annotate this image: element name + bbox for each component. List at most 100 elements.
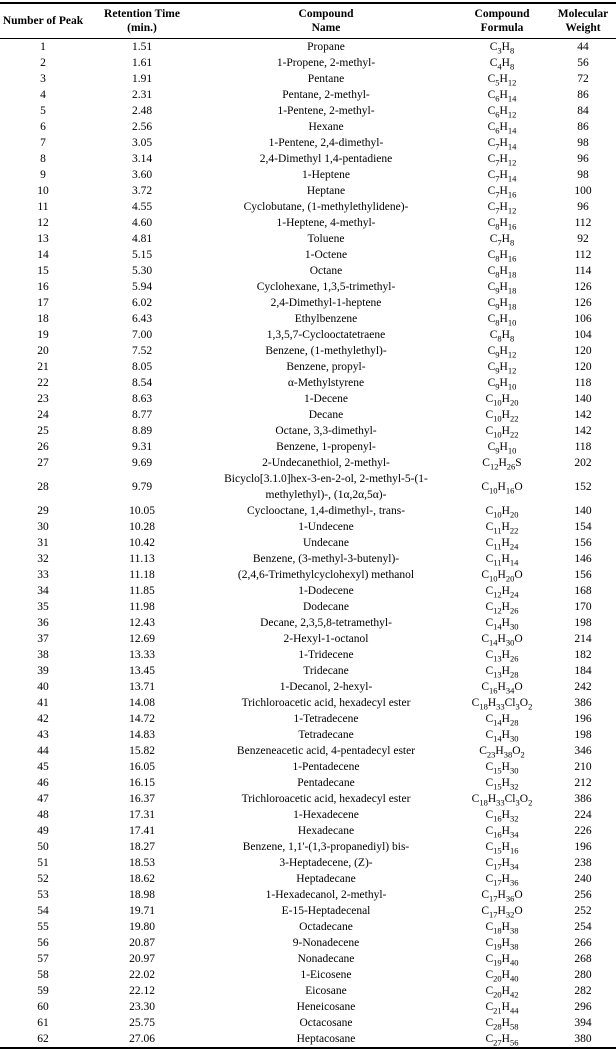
cell-compound-name: 1-Tetradecene [293,713,359,725]
cell-peak-number: 26 [37,441,49,453]
cell-compound-name: 1-Undecene [298,521,354,533]
cell-compound-formula: C17H36O [481,889,523,904]
cell-compound-name: Heneicosane [296,1001,356,1013]
cell-retention-time: 27.06 [129,1033,155,1045]
cell-compound-name: Toluene [307,233,345,245]
cell-peak-number: 24 [37,409,49,421]
cell-peak-number: 12 [37,217,49,229]
header-row: Number of Peak Retention Time (min.) Com… [0,3,616,39]
cell-retention-time: 5.94 [131,281,153,293]
cell-compound-name: Octane [309,265,343,277]
header-line: Weight [565,22,601,34]
cell-peak-number: 7 [40,137,46,149]
cell-compound-formula: C8H16 [487,249,517,264]
cell-retention-time: 12.43 [129,617,155,629]
cell-compound-formula: C10H22 [485,425,519,440]
cell-molecular-weight: 196 [574,713,592,725]
cell-compound-name: Cyclohexane, 1,3,5-trimethyl- [256,281,396,293]
table-row: 55 19.80 Octadecane C18H38 254 [0,919,616,935]
table-row: 15 5.30 Octane C8H18 114 [0,263,616,279]
cell-retention-time: 5.15 [131,249,153,261]
cell-compound-formula: C8H18 [487,265,517,280]
cell-compound-name: 1-Heptene [302,169,350,181]
cell-compound-formula: C12H26 [485,601,519,616]
cell-retention-time: 18.62 [129,873,155,885]
table-row: 14 5.15 1-Octene C8H16 112 [0,247,616,263]
cell-compound-name: 1-Decene [303,393,349,405]
cell-peak-number: 9 [40,169,46,181]
cell-retention-time: 8.89 [131,425,153,437]
cell-compound-formula: C8H10 [487,313,517,328]
cell-compound-name: Dodecane [303,601,349,613]
cell-compound-name: Heptadecane [296,873,356,885]
cell-peak-number: 14 [37,249,49,261]
cell-retention-time: 12.69 [129,633,155,645]
cell-peak-number: 16 [37,281,49,293]
cell-compound-formula: C4H8 [489,57,515,72]
cell-compound-formula: C28H58 [485,1017,519,1032]
table-row: 21 8.05 Benzene, propyl- C9H12 120 [0,359,616,375]
cell-compound-name: 2,4-Dimethyl-1-heptene [270,297,382,309]
cell-peak-number: 47 [37,793,49,805]
cell-compound-formula: C10H20 [485,505,519,520]
cell-peak-number: 48 [37,809,49,821]
cell-retention-time: 22.12 [129,985,155,997]
cell-peak-number: 44 [37,745,49,757]
cell-compound-formula: C9H10 [487,377,517,392]
cell-peak-number: 56 [37,937,49,949]
cell-peak-number: 35 [37,601,49,613]
cell-peak-number: 52 [37,873,49,885]
header-compound-formula: Compound Formula [454,3,550,39]
cell-retention-time: 3.72 [131,185,153,197]
cell-retention-time: 3.14 [131,153,153,165]
cell-molecular-weight: 254 [574,921,592,933]
table-row: 58 22.02 1-Eicosene C20H40 280 [0,967,616,983]
table-header: Number of Peak Retention Time (min.) Com… [0,3,616,39]
cell-retention-time: 16.37 [129,793,155,805]
cell-retention-time: 1.91 [131,73,153,85]
cell-peak-number: 30 [37,521,49,533]
cell-compound-name: 1-Hexadecene [293,809,359,821]
cell-molecular-weight: 96 [577,153,589,165]
cell-compound-name: 3-Heptadecene, (Z)- [279,857,373,869]
table-row: 28 9.79 Bicyclo[3.1.0]hex-3-en-2-ol, 2-met… [0,471,616,503]
cell-compound-name: Ethylbenzene [294,313,358,325]
cell-compound-formula: C6H14 [487,121,517,136]
cell-peak-number: 38 [37,649,49,661]
cell-compound-name: Octacosane [299,1017,353,1029]
table-row: 43 14.83 Tetradecane C14H30 198 [0,727,616,743]
cell-retention-time: 9.31 [131,441,153,453]
table-row: 61 25.75 Octacosane C28H58 394 [0,1015,616,1031]
table-row: 10 3.72 Heptane C7H16 100 [0,183,616,199]
cell-compound-formula: C18H33Cl3O2 [471,793,533,808]
cell-retention-time: 19.71 [129,905,155,917]
table-row: 3 1.91 Pentane C5H12 72 [0,71,616,87]
cell-compound-formula: C20H42 [485,985,519,1000]
cell-compound-name: Nonadecane [297,953,355,965]
table-row: 34 11.85 1-Dodecene C12H24 168 [0,583,616,599]
cell-compound-formula: C13H26 [485,649,519,664]
cell-molecular-weight: 156 [574,537,592,549]
cell-retention-time: 2.48 [131,105,153,117]
cell-molecular-weight: 224 [574,809,592,821]
cell-peak-number: 36 [37,617,49,629]
cell-retention-time: 9.79 [131,481,153,493]
cell-compound-formula: C3H8 [489,41,515,56]
cell-compound-formula: C14H30 [485,729,519,744]
cell-molecular-weight: 212 [574,777,592,789]
table-row: 56 20.87 9-Nonadecene C19H38 266 [0,935,616,951]
cell-compound-name: Eicosane [305,985,347,997]
header-line: Name [311,22,341,34]
cell-compound-formula: C9H12 [487,345,517,360]
cell-molecular-weight: 98 [577,137,589,149]
table-row: 51 18.53 3-Heptadecene, (Z)- C17H34 238 [0,855,616,871]
cell-retention-time: 2.31 [131,89,153,101]
cell-peak-number: 62 [37,1033,49,1045]
cell-molecular-weight: 92 [577,233,589,245]
cell-retention-time: 14.08 [129,697,155,709]
table-row: 49 17.41 Hexadecane C16H34 226 [0,823,616,839]
cell-molecular-weight: 140 [574,505,592,517]
cell-compound-formula: C10H22 [485,409,519,424]
cell-retention-time: 3.05 [131,137,153,149]
